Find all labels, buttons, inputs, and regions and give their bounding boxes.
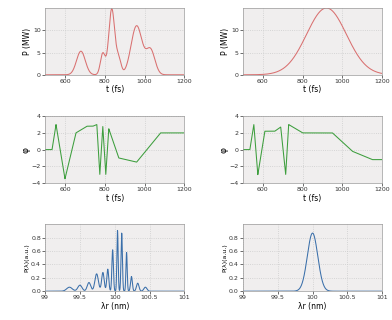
X-axis label: λr (nm): λr (nm) <box>100 302 129 311</box>
Y-axis label: P (MW): P (MW) <box>221 28 230 55</box>
X-axis label: t (fs): t (fs) <box>303 194 322 203</box>
X-axis label: t (fs): t (fs) <box>303 85 322 94</box>
Y-axis label: φ: φ <box>21 147 30 153</box>
X-axis label: λr (nm): λr (nm) <box>298 302 327 311</box>
Y-axis label: P (MW): P (MW) <box>23 28 32 55</box>
X-axis label: t (fs): t (fs) <box>105 194 124 203</box>
Y-axis label: P(λ)(a.u.): P(λ)(a.u.) <box>223 244 227 272</box>
Y-axis label: P(λ)(a.u.): P(λ)(a.u.) <box>25 244 30 272</box>
X-axis label: t (fs): t (fs) <box>105 85 124 94</box>
Y-axis label: φ: φ <box>219 147 228 153</box>
